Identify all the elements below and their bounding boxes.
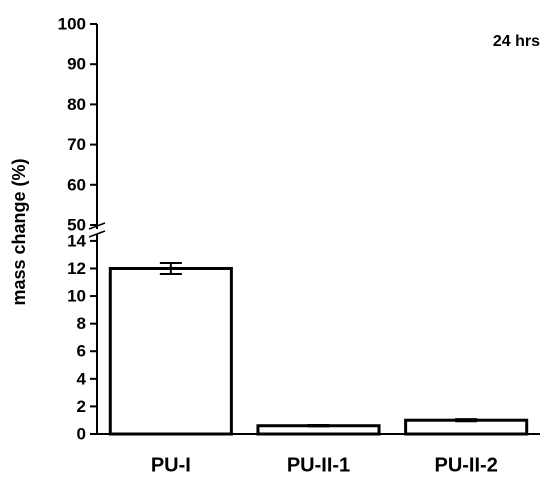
y-tick-label: 10 [67, 287, 86, 306]
y-tick-label: 0 [77, 424, 86, 443]
x-tick-label: PU-II-2 [434, 454, 497, 476]
y-tick-label: 100 [58, 14, 86, 33]
y-tick-label: 14 [67, 231, 86, 250]
y-tick-label: 2 [77, 397, 86, 416]
y-tick-label: 70 [67, 135, 86, 154]
y-tick-label: 90 [67, 55, 86, 74]
y-axis-label: mass change (%) [9, 158, 29, 305]
axis-break [88, 230, 106, 238]
x-tick-label: PU-II-1 [287, 454, 350, 476]
x-tick-label: PU-I [151, 454, 191, 476]
axis-break [88, 222, 106, 230]
y-tick-label: 4 [77, 369, 87, 388]
y-tick-label: 12 [67, 259, 86, 278]
error-bar [307, 424, 330, 428]
y-tick-label: 8 [77, 314, 86, 333]
error-bar [159, 261, 182, 275]
y-tick-label: 80 [67, 95, 86, 114]
error-bar [455, 418, 478, 423]
y-tick-label: 60 [67, 175, 86, 194]
bar [108, 266, 233, 436]
y-tick-label: 6 [77, 342, 86, 361]
annotation: 24 hrs [493, 33, 540, 50]
y-tick-label: 50 [67, 215, 86, 234]
